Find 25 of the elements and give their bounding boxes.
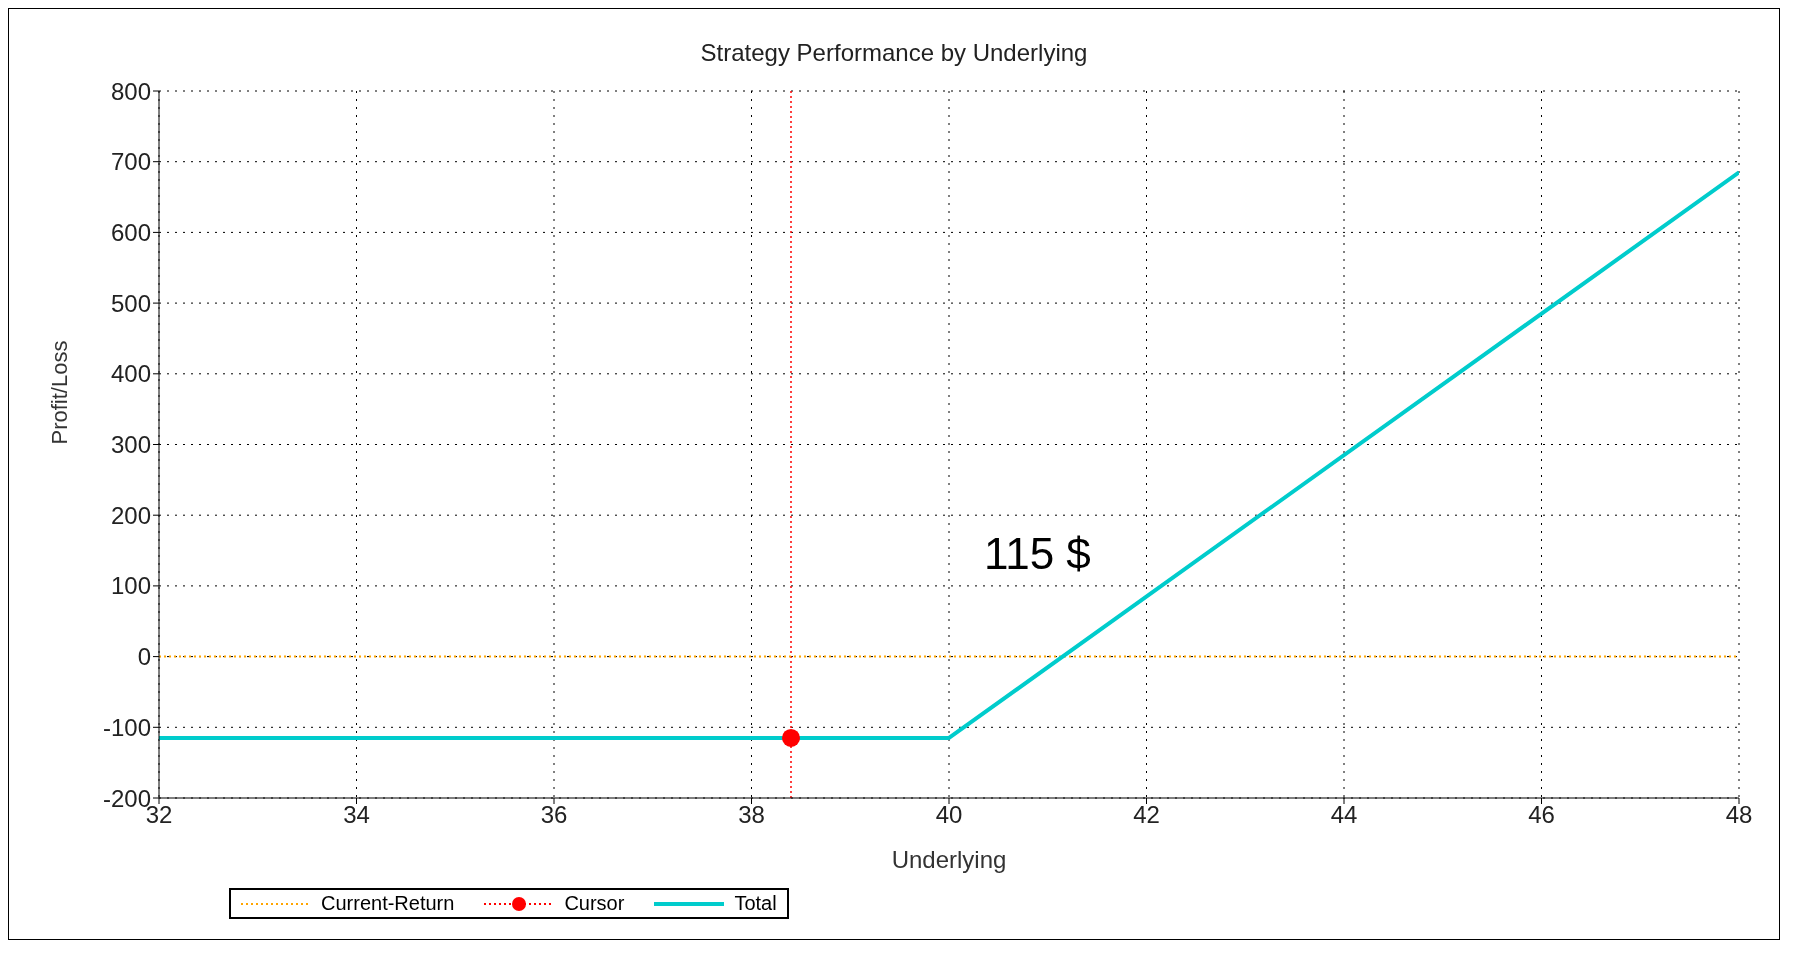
legend-label: Total [734,892,777,915]
x-tick-label: 42 [1133,801,1160,829]
x-tick-label: 34 [343,801,370,829]
y-tick-label: 300 [110,431,151,459]
x-tick-label: 44 [1330,801,1358,829]
y-tick-label: 500 [110,289,151,317]
x-tick-label: 38 [738,801,765,829]
y-tick-label: 400 [110,360,151,388]
x-tick-label: 48 [1725,801,1753,829]
y-tick-label: 800 [110,77,151,105]
x-tick-label: 36 [540,801,568,829]
y-tick-label: 200 [110,501,151,529]
x-axis-title: Underlying [891,846,1007,873]
y-tick-label: 700 [110,148,151,176]
legend-label: Cursor [564,892,625,915]
y-tick-label: -100 [102,713,151,741]
x-tick-label: 46 [1528,801,1555,829]
legend-label: Current-Return [321,892,455,915]
chart-title: Strategy Performance by Underlying [699,39,1089,67]
y-axis-title: Profit/Loss [46,340,72,445]
annotation: 115 $ [984,529,1091,579]
y-tick-label: 100 [110,572,151,600]
x-tick-label: 40 [935,801,963,829]
y-tick-label: 0 [137,643,151,671]
y-tick-label: 600 [110,218,151,246]
